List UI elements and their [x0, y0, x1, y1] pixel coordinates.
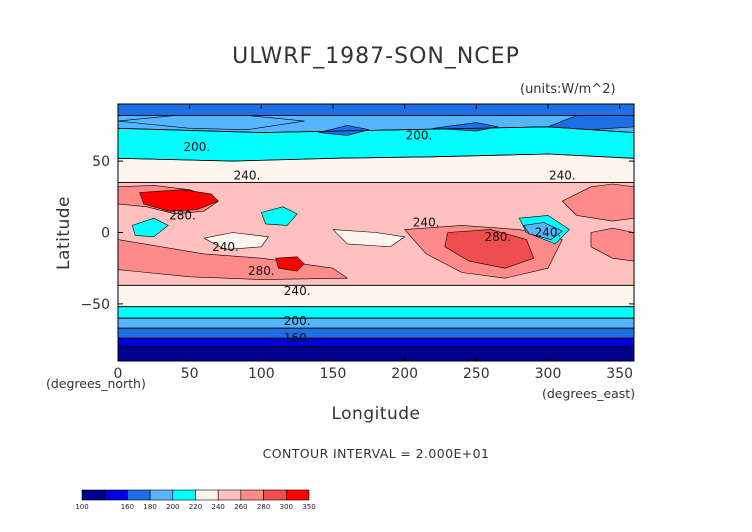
contour-label-9: 280. [248, 264, 275, 278]
contour-region-20 [318, 125, 370, 136]
contour-region-12 [275, 256, 305, 272]
colorbar-label-3: 200 [166, 503, 179, 511]
contour-region-15 [118, 306, 634, 319]
contour-label-8: 240. [212, 240, 239, 254]
colorbar-swatch-6 [217, 489, 242, 501]
colorbar-swatch-3 [149, 489, 174, 501]
contour-label-4: 280. [169, 208, 196, 222]
colorbar-label-0: 100 [75, 503, 88, 511]
y-axis-unit-note: (degrees_north) [46, 376, 146, 391]
contour-label-5: 240. [413, 216, 440, 230]
y-tick-label-0: −50 [80, 297, 110, 313]
colorbar-label-6: 260 [234, 503, 247, 511]
x-tick-label-7: 350 [606, 366, 633, 382]
y-axis-ticks: −50 0 50 [80, 154, 634, 313]
contour-label-2: 240. [234, 168, 261, 182]
contour-label-10: 240. [284, 284, 311, 298]
colorbar-swatch-4 [172, 489, 196, 501]
x-tick-label-2: 100 [248, 366, 275, 382]
colorbar-swatch-9 [285, 489, 310, 501]
contour-region-26 [523, 222, 563, 240]
contour-region-24 [132, 217, 169, 238]
contour-region-17 [118, 327, 634, 339]
colorbar-label-5: 240 [212, 503, 225, 511]
colorbar-swatch-5 [195, 489, 219, 501]
colorbar-swatch-8 [263, 489, 287, 501]
x-tick-label-1: 50 [181, 366, 199, 382]
y-tick-label-1: 0 [101, 226, 110, 242]
contour-labels: 200. 200. 240. 240. 280. 240. 280. 240. 240. 280.… [169, 128, 576, 345]
contour-region-28 [332, 229, 406, 248]
contour-lines [118, 115, 634, 348]
contour-label-1: 200. [406, 128, 433, 142]
contour-region-0 [118, 346, 634, 361]
contour-label-12: 160. [284, 331, 311, 345]
x-tick-label-5: 250 [463, 366, 490, 382]
contour-label-6: 280. [484, 230, 511, 244]
colorbar: 100 160 180 200 220 240 260 280 300 350 [75, 489, 316, 511]
colorbar-label-9: 350 [302, 503, 315, 511]
contour-label-3: 240. [549, 168, 576, 182]
contour-label-11: 200. [284, 314, 311, 328]
contour-region-27 [203, 232, 269, 250]
y-axis-title: Latitude [54, 196, 74, 270]
contour-region-7 [561, 183, 634, 222]
contour-region-11 [139, 189, 219, 212]
colorbar-label-8: 300 [280, 503, 293, 511]
units-label: (units:W/m^2) [520, 82, 616, 97]
colorbar-swatch-2 [127, 489, 151, 501]
y-tick-label-2: 50 [92, 154, 110, 170]
contour-region-16 [118, 317, 634, 329]
x-axis-ticks: 0 50 100 150 200 250 300 350 [114, 104, 633, 382]
x-tick-label-0: 0 [114, 366, 123, 382]
colorbar-swatch-1 [104, 489, 128, 501]
colorbar-swatch-7 [240, 489, 264, 501]
colorbar-label-4: 220 [189, 503, 202, 511]
colorbar-label-2: 180 [143, 503, 156, 511]
contour-label-0: 200. [183, 140, 210, 154]
contour-region-18 [118, 337, 634, 348]
colorbar-label-1: 160 [121, 503, 134, 511]
contour-region-23 [260, 206, 298, 226]
contour-line-8 [118, 126, 634, 134]
contour-region-1 [118, 104, 634, 116]
x-axis-unit-note: (degrees_east) [542, 386, 636, 401]
contour-label-7: 240. [535, 226, 562, 240]
x-axis-title: Longitude [331, 404, 421, 424]
chart-title: ULWRF_1987-SON_NCEP [232, 44, 520, 69]
x-tick-label-3: 150 [320, 366, 347, 382]
filled-contour-regions [118, 104, 634, 361]
colorbar-swatch-0 [81, 489, 106, 501]
contour-region-13 [444, 229, 535, 269]
contour-region-10 [590, 227, 634, 262]
x-tick-label-4: 200 [391, 366, 418, 382]
colorbar-label-7: 280 [257, 503, 270, 511]
contour-line-7 [118, 153, 634, 162]
contour-interval-text: CONTOUR INTERVAL = 2.000E+01 [262, 446, 490, 461]
x-tick-label-6: 300 [535, 366, 562, 382]
contour-region-14 [118, 284, 634, 308]
